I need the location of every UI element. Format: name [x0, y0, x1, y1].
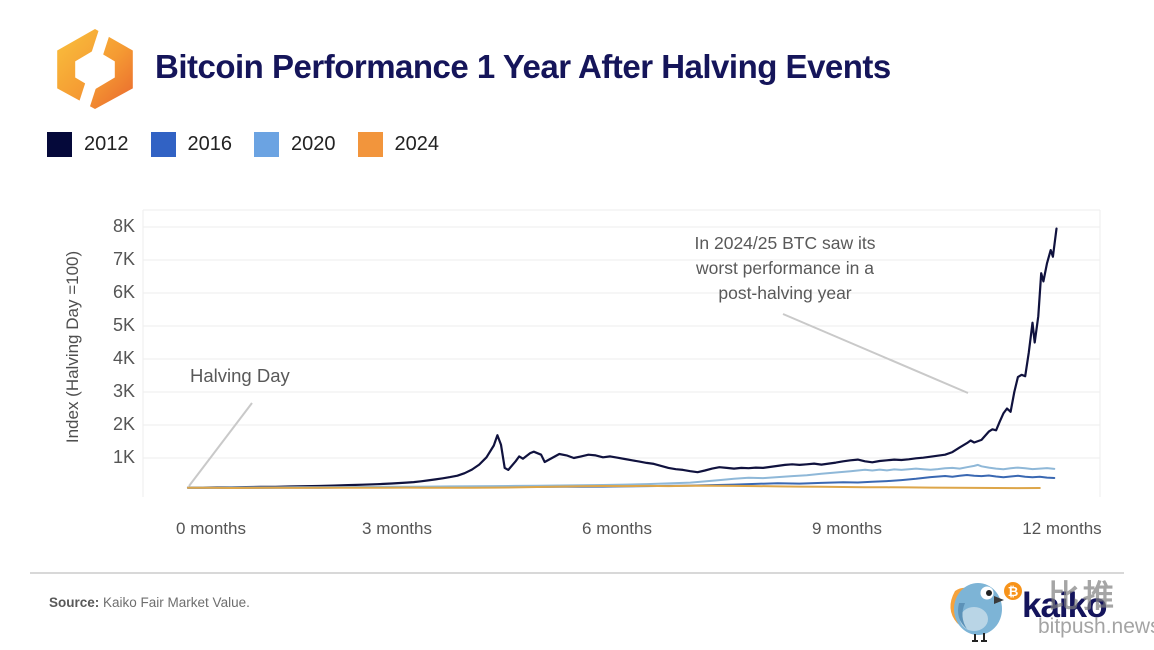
source-text: Kaiko Fair Market Value.	[103, 595, 250, 610]
bitpush-site-watermark: bitpush.news	[1038, 615, 1154, 638]
annotation-worst-performance: In 2024/25 BTC saw its worst performance…	[637, 231, 933, 306]
leader-line-worst-performance	[782, 313, 969, 394]
legend-item-2012: 2012	[47, 132, 129, 157]
footer-divider	[30, 572, 1124, 574]
x-tick-label: 0 months	[176, 519, 246, 538]
legend-item-2020: 2020	[254, 132, 336, 157]
series-line-2020	[187, 463, 1056, 489]
series-line-2016	[187, 474, 1056, 489]
legend-label: 2012	[84, 133, 129, 155]
legend-item-2016: 2016	[150, 132, 233, 157]
legend-label: 2020	[291, 133, 336, 155]
page-title: Bitcoin Performance 1 Year After Halving…	[155, 48, 891, 85]
source-label: Source:	[49, 595, 100, 610]
legend-label: 2024	[394, 133, 440, 155]
y-axis-title: Index (Halving Day =100)	[63, 250, 82, 444]
x-tick-label: 12 months	[1022, 519, 1102, 538]
x-tick-label: 6 months	[582, 519, 652, 538]
kaiko-hexagon-logo-icon	[57, 26, 133, 112]
y-tick-label: 4K	[112, 348, 135, 368]
y-tick-label: 5K	[112, 315, 135, 335]
legend-label: 2016	[187, 133, 233, 155]
svg-text:₿: ₿	[1008, 584, 1019, 599]
source-line: Source: Kaiko Fair Market Value.	[49, 595, 250, 610]
bitpush-chinese-watermark: 比推	[1048, 579, 1118, 614]
annotation-halving-day: Halving Day	[190, 365, 290, 386]
legend-item-2024: 2024	[357, 132, 440, 157]
y-tick-label: 3K	[112, 381, 135, 401]
legend-swatch-icon	[254, 132, 279, 157]
annotation-worst-line-1: In 2024/25 BTC saw its	[694, 233, 876, 253]
series-line-2024	[187, 484, 1041, 490]
annotation-worst-line-3: post-halving year	[718, 283, 852, 303]
x-tick-label: 9 months	[812, 519, 882, 538]
bitpush-bird-icon: ₿	[950, 580, 1024, 642]
y-tick-label: 1K	[112, 447, 135, 467]
legend-swatch-icon	[357, 132, 383, 157]
y-tick-label: 8K	[112, 216, 135, 236]
y-tick-label: 6K	[112, 282, 135, 302]
y-tick-label: 2K	[112, 414, 135, 434]
x-tick-label: 3 months	[362, 519, 432, 538]
y-tick-label: 7K	[112, 249, 135, 269]
annotation-worst-line-2: worst performance in a	[696, 258, 874, 278]
leader-line-halving-day	[188, 402, 253, 487]
legend-swatch-icon	[150, 132, 176, 157]
chart-legend: 2012 2016 2020 2024	[47, 132, 439, 157]
legend-swatch-icon	[47, 132, 72, 157]
kaiko-wordmark: kaiko	[1022, 586, 1107, 625]
